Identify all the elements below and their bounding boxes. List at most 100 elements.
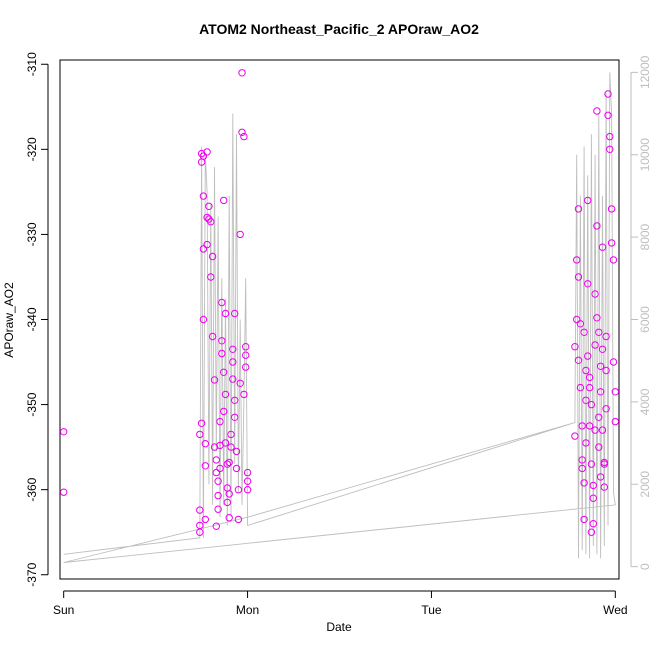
data-point	[604, 111, 612, 120]
data-point	[197, 419, 206, 427]
data-point	[609, 358, 618, 366]
data-point	[227, 430, 235, 439]
data-point	[199, 245, 208, 253]
y-tick-label: -370	[25, 562, 39, 586]
data-point	[208, 332, 217, 341]
data-point	[243, 486, 252, 494]
data-point	[229, 345, 237, 353]
data-point	[232, 447, 241, 456]
data-point	[240, 132, 248, 141]
data-point	[196, 528, 204, 536]
data-point	[596, 362, 605, 370]
data-point	[587, 528, 596, 536]
data-point	[216, 464, 224, 473]
x-axis: Sun Mon Tue Wed	[53, 590, 628, 617]
series-points	[60, 69, 619, 536]
series-line	[63, 72, 616, 563]
data-point	[231, 309, 239, 318]
secondary-y-tick-label: 12000	[638, 55, 650, 89]
data-point	[593, 107, 601, 115]
data-point	[242, 351, 250, 359]
data-point	[207, 218, 215, 226]
data-point	[234, 515, 243, 524]
data-point	[240, 390, 248, 399]
secondary-y-tick-label: 6000	[638, 306, 650, 333]
data-point	[573, 256, 581, 264]
data-point	[580, 479, 588, 487]
y-tick-label: -340	[25, 307, 39, 331]
data-point	[203, 148, 211, 156]
data-point	[576, 320, 585, 328]
data-point	[207, 273, 215, 281]
data-point	[214, 505, 222, 513]
data-point	[602, 405, 610, 413]
data-point	[223, 498, 232, 507]
data-point	[596, 473, 605, 481]
data-point	[578, 464, 586, 473]
data-point	[199, 192, 208, 200]
data-point	[584, 280, 592, 288]
data-point	[582, 366, 590, 375]
data-point	[598, 426, 607, 434]
data-point	[234, 486, 243, 494]
data-point	[201, 440, 210, 448]
secondary-y-axis: 0 2000 4000 6000 8000 10000 12000	[630, 55, 650, 570]
data-point	[225, 514, 233, 522]
data-point	[242, 343, 250, 351]
data-point	[208, 252, 217, 261]
data-point	[587, 400, 596, 409]
data-point	[574, 356, 583, 364]
data-point	[199, 315, 208, 324]
data-point	[593, 222, 601, 230]
data-point	[602, 366, 610, 375]
plot-box	[59, 59, 620, 580]
data-point	[600, 483, 608, 491]
data-point	[595, 413, 603, 421]
data-point	[199, 152, 208, 160]
secondary-y-tick-label: 0	[638, 563, 650, 570]
data-point	[591, 290, 599, 298]
data-point	[578, 422, 586, 430]
data-point	[218, 298, 226, 307]
data-point	[606, 145, 614, 154]
data-point	[223, 460, 232, 468]
data-point	[218, 349, 226, 358]
data-point	[212, 468, 221, 477]
data-point	[600, 458, 608, 467]
data-point	[595, 443, 603, 451]
data-point	[243, 477, 252, 485]
data-point	[585, 422, 594, 430]
y-tick-label: -310	[25, 52, 39, 76]
x-tick-label: Mon	[236, 603, 259, 617]
data-point	[60, 488, 68, 496]
data-point	[227, 443, 235, 451]
data-point	[576, 383, 585, 392]
data-point	[595, 328, 603, 336]
data-point	[582, 396, 590, 404]
data-point	[591, 426, 599, 434]
data-point	[221, 390, 230, 399]
data-point	[238, 128, 246, 137]
data-point	[606, 132, 614, 141]
data-point	[236, 379, 244, 387]
data-point	[229, 375, 237, 383]
data-point	[232, 464, 241, 473]
data-point	[242, 363, 250, 371]
data-point	[571, 343, 579, 351]
data-point	[231, 396, 239, 404]
secondary-y-tick-label: 4000	[638, 388, 650, 415]
data-point	[607, 205, 616, 213]
x-tick-label: Tue	[421, 603, 442, 617]
x-tick-label: Sun	[53, 603, 74, 617]
data-point	[203, 240, 211, 249]
data-point	[220, 196, 228, 205]
y-tick-label: -330	[25, 222, 39, 246]
chart-title: ATOM2 Northeast_Pacific_2 APOraw_AO2	[199, 21, 479, 37]
data-point	[589, 494, 597, 502]
data-point	[225, 490, 233, 498]
y-tick-label: -360	[25, 477, 39, 501]
data-point	[201, 462, 210, 470]
data-point	[585, 383, 594, 392]
data-point	[585, 373, 594, 382]
x-tick-label: Wed	[603, 603, 627, 617]
